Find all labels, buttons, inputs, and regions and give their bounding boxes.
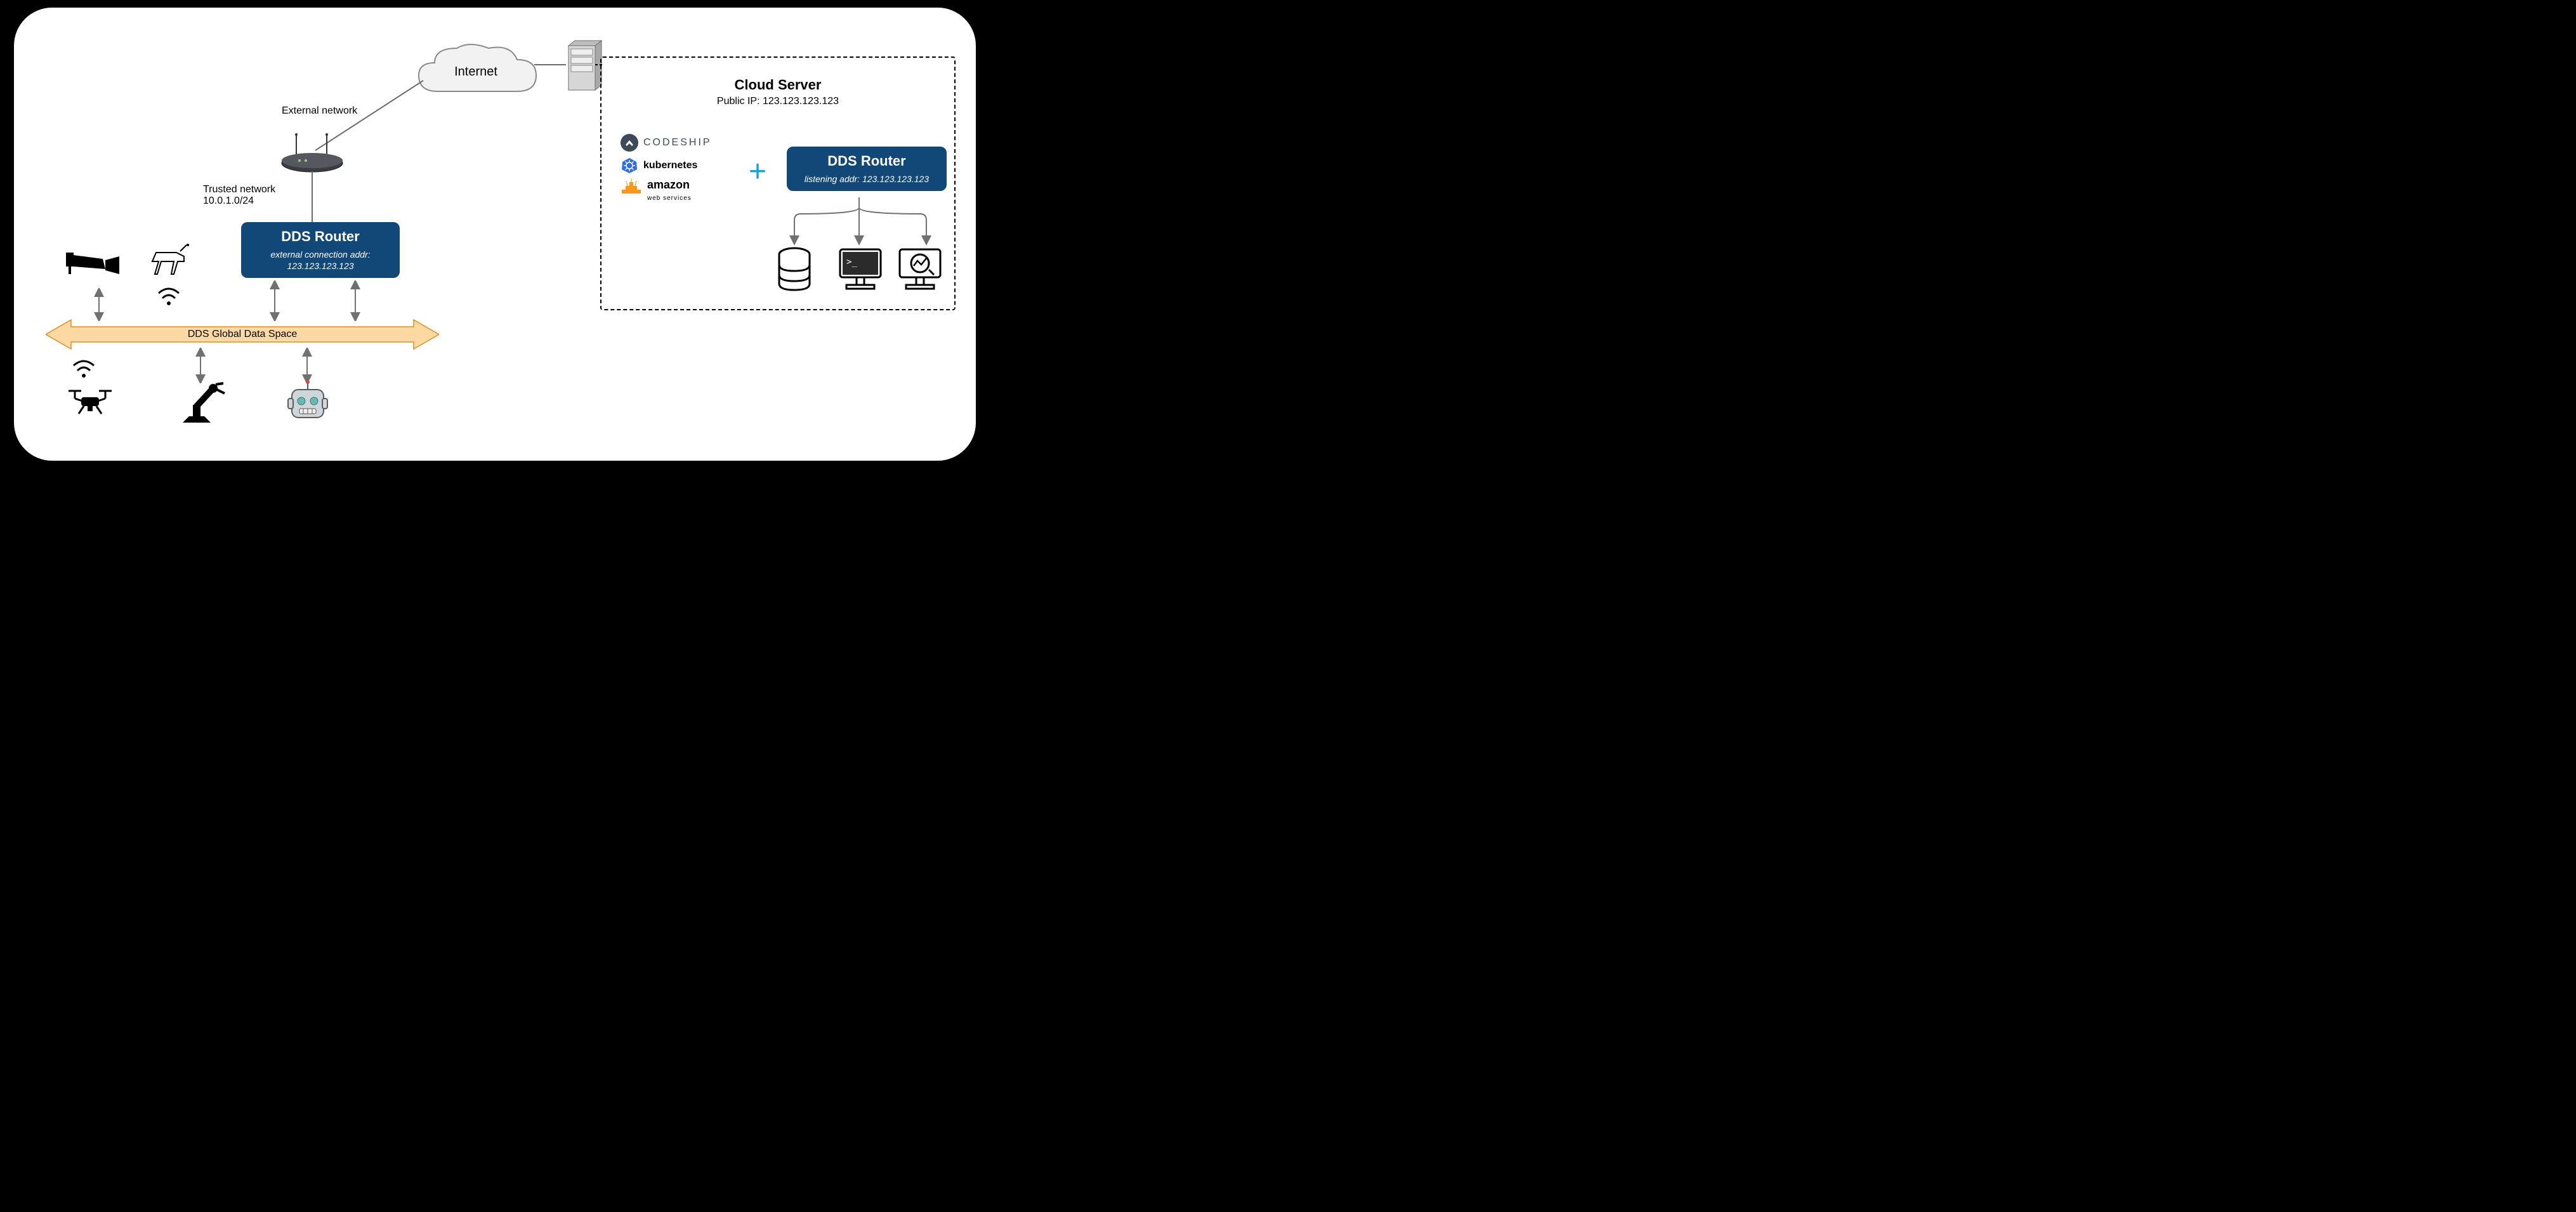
data-space-label: DDS Global Data Space bbox=[46, 329, 439, 340]
arrow-below-2 bbox=[302, 348, 312, 383]
dds-router-cloud-title: DDS Router bbox=[796, 153, 938, 169]
aws-row: amazon web services bbox=[621, 178, 712, 203]
chart-pc-icon bbox=[895, 246, 945, 295]
diagram-panel: Internet External network bbox=[14, 8, 976, 461]
aws-label1: amazon bbox=[647, 178, 690, 191]
kubernetes-label: kubernetes bbox=[643, 160, 697, 171]
kubernetes-row: kubernetes bbox=[621, 157, 712, 175]
cloud-server-header: Cloud Server Public IP: 123.123.123.123 bbox=[601, 77, 954, 107]
wifi-icon-2 bbox=[71, 358, 96, 379]
svg-text:>_: >_ bbox=[846, 257, 857, 267]
codeship-icon bbox=[621, 134, 638, 152]
cloud-server-box: Cloud Server Public IP: 123.123.123.123 … bbox=[600, 56, 956, 310]
dds-router-local: DDS Router external connection addr: 123… bbox=[241, 222, 400, 278]
terminal-pc-icon: >_ bbox=[835, 246, 886, 295]
database-icon bbox=[775, 247, 813, 293]
dds-router-cloud: DDS Router listening addr: 123.123.123.1… bbox=[787, 147, 947, 191]
aws-label-wrap: amazon web services bbox=[647, 178, 692, 203]
dds-router-local-sub: external connection addr: 123.123.123.12… bbox=[250, 249, 391, 272]
diagram-canvas: Internet External network bbox=[0, 0, 990, 468]
arrow-camera bbox=[94, 288, 104, 321]
arrow-dds-left bbox=[270, 280, 280, 321]
server-icon bbox=[560, 39, 604, 96]
link-server-cloudbox bbox=[595, 63, 604, 66]
robot-dog-icon bbox=[146, 244, 197, 282]
plus-symbol: + bbox=[749, 154, 766, 189]
arrow-dds-right bbox=[350, 280, 360, 321]
drone-icon bbox=[65, 385, 115, 420]
codeship-row: CODESHIP bbox=[621, 134, 712, 152]
link-cloud-server bbox=[534, 63, 566, 66]
cloud-server-subtitle: Public IP: 123.123.123.123 bbox=[601, 96, 954, 107]
camera-icon bbox=[65, 250, 122, 288]
trusted-network-label: Trusted network 10.0.1.0/24 bbox=[203, 184, 275, 207]
router-icon bbox=[277, 131, 347, 176]
arrow-below-1 bbox=[195, 348, 206, 383]
external-network-label: External network bbox=[282, 105, 357, 117]
robot-face-icon bbox=[286, 381, 330, 426]
cloud-server-title: Cloud Server bbox=[601, 77, 954, 93]
trusted-network-line2: 10.0.1.0/24 bbox=[203, 195, 254, 206]
wifi-icon bbox=[156, 286, 181, 307]
aws-label2: web services bbox=[647, 195, 692, 202]
dds-router-local-title: DDS Router bbox=[250, 228, 391, 245]
cloud-branch-arrows bbox=[764, 196, 954, 247]
tech-stack: CODESHIP kubernetes bbox=[621, 134, 712, 203]
aws-icon bbox=[621, 178, 642, 197]
codeship-label: CODESHIP bbox=[643, 137, 712, 148]
link-router-dds bbox=[311, 171, 313, 222]
dds-router-cloud-sub: listening addr: 123.123.123.123 bbox=[796, 173, 938, 185]
robot-arm-icon bbox=[176, 382, 227, 426]
data-space-band: DDS Global Data Space bbox=[46, 319, 439, 350]
trusted-network-line1: Trusted network bbox=[203, 184, 275, 195]
kubernetes-icon bbox=[621, 157, 638, 175]
